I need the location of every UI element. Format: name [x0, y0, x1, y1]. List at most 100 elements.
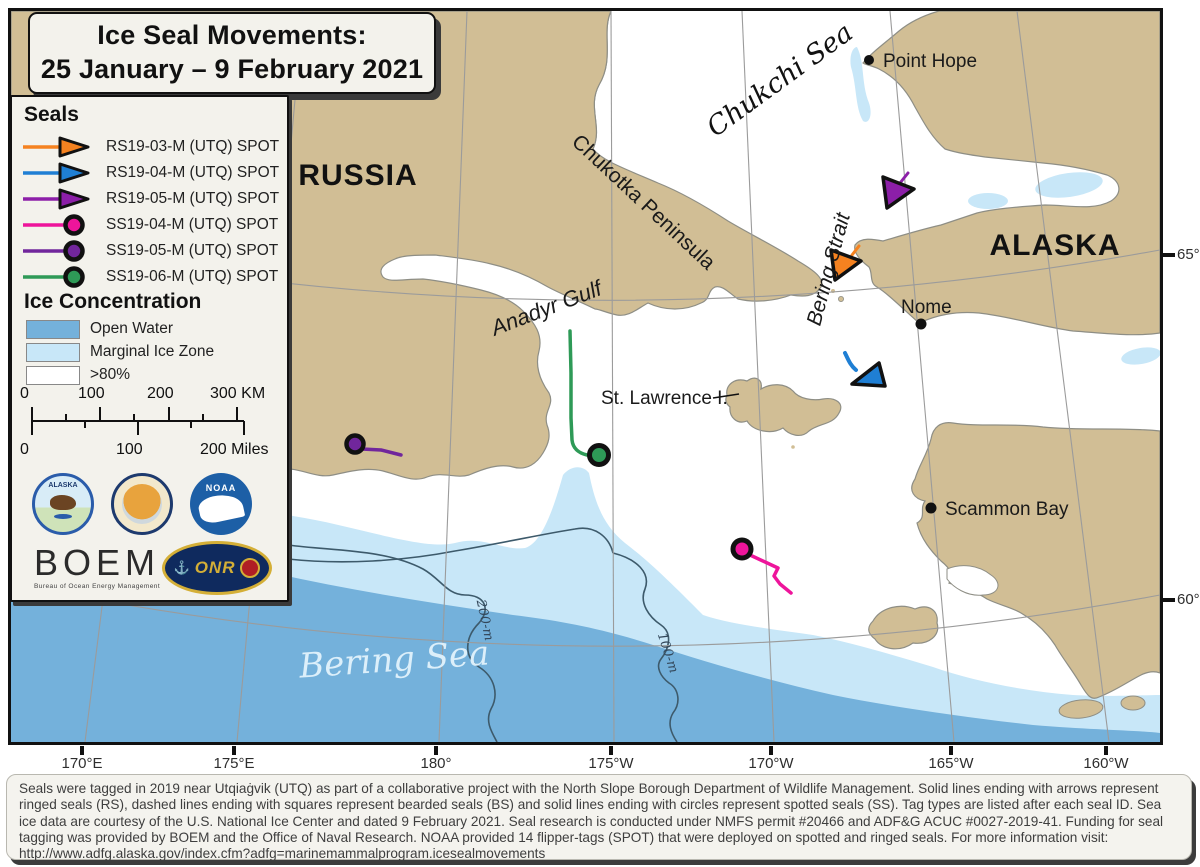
legend-panel: Seals RS19-03-M (UTQ) SPOT RS19-04-M (UT… — [10, 95, 289, 602]
alaska-southwest-landmass — [911, 422, 1160, 699]
circle-marker-icon — [23, 214, 85, 236]
scale-mile-label: 100 — [116, 441, 143, 458]
nunivak-island — [868, 605, 939, 650]
x-tick — [949, 746, 953, 755]
ice-class-label: Open Water — [90, 320, 173, 337]
label-alaska: ALASKA — [990, 229, 1121, 262]
onr-logo-text: ONR — [194, 558, 236, 577]
island-south-2 — [1120, 695, 1146, 711]
track-ss19-04 — [748, 553, 793, 595]
legend-row-ss19-04: SS19-04-M (UTQ) SPOT — [20, 213, 278, 237]
ice-class-marginal: Marginal Ice Zone — [26, 342, 214, 362]
scale-bar — [31, 407, 245, 435]
arrow-marker-icon — [23, 136, 90, 158]
label-st-lawrence: St. Lawrence I. — [601, 388, 728, 409]
x-tick-label: 160°W — [1083, 755, 1129, 772]
marker-rs19-03-arrow — [829, 248, 863, 282]
scammon-bay-dot — [925, 502, 937, 514]
arrow-marker-icon — [23, 162, 90, 184]
y-tick-label: 60°N — [1177, 591, 1200, 608]
legend-row-ss19-05: SS19-05-M (UTQ) SPOT — [20, 239, 278, 263]
label-nome: Nome — [901, 297, 952, 318]
seal-tracks — [360, 171, 910, 595]
x-tick — [434, 746, 438, 755]
nsb-seal-icon — [122, 484, 162, 524]
track-ss19-05 — [360, 447, 403, 457]
caption-text: Seals were tagged in 2019 near Utqiaġvik… — [19, 781, 1164, 862]
boem-logo-text: BOEM — [34, 542, 161, 583]
nome-dot — [915, 318, 927, 330]
x-tick-label: 180° — [420, 755, 452, 772]
arrow-marker-icon — [23, 188, 90, 210]
anchor-icon: ⚓ — [173, 560, 190, 575]
ice-class-label: Marginal Ice Zone — [90, 343, 215, 360]
fish-icon — [54, 514, 72, 519]
label-point-hope: Point Hope — [883, 51, 977, 72]
noaa-logo-text: NOAA — [205, 483, 237, 493]
legend-row-rs19-04: RS19-04-M (UTQ) SPOT — [20, 161, 279, 185]
x-tick-label: 165°W — [928, 755, 974, 772]
marginal-ice-swatch — [26, 342, 80, 362]
boem-logo: BOEM Bureau of Ocean Energy Management — [34, 542, 161, 591]
track-rs19-05 — [898, 171, 910, 185]
miz-patch-chukchi-coast — [850, 47, 871, 122]
track-rs19-03 — [850, 244, 861, 257]
legend-row-label: RS19-05-M (UTQ) SPOT — [106, 190, 280, 207]
alaska-bay-notch — [946, 565, 999, 596]
ice-class-label: >80% — [90, 366, 131, 383]
x-tick — [80, 746, 84, 755]
island-south-1 — [1058, 699, 1104, 719]
track-rs19-04 — [843, 351, 858, 372]
marine-corps-emblem-icon — [240, 558, 261, 578]
scale-mile-label: 0 — [20, 441, 29, 458]
open-water-area — [11, 508, 1160, 742]
legend-row-label: RS19-04-M (UTQ) SPOT — [106, 164, 280, 181]
x-tick-label: 170°E — [61, 755, 103, 772]
st-lawrence-leader-line — [712, 393, 740, 399]
y-tick — [1163, 253, 1175, 257]
x-tick-label: 175°E — [213, 755, 255, 772]
y-tick — [1163, 598, 1175, 602]
x-tick-label: 175°W — [588, 755, 634, 772]
caption-box: Seals were tagged in 2019 near Utqiaġvik… — [6, 774, 1192, 862]
legend-row-label: RS19-03-M (UTQ) SPOT — [106, 138, 280, 155]
marker-ss19-05-circle — [344, 433, 366, 455]
boem-logo-subtext: Bureau of Ocean Energy Management — [34, 583, 161, 590]
scale-km-label: 100 — [78, 385, 105, 402]
adfg-logo-text: ALASKA — [48, 482, 78, 489]
scale-km-label: 200 — [147, 385, 174, 402]
onr-logo: ⚓ ONR — [162, 541, 272, 595]
ice-80-swatch — [26, 365, 80, 385]
legend-row-rs19-05: RS19-05-M (UTQ) SPOT — [20, 187, 279, 211]
track-ss19-06 — [568, 329, 592, 457]
marker-rs19-05-arrow — [881, 175, 916, 210]
x-tick — [232, 746, 236, 755]
circle-marker-icon — [23, 266, 85, 288]
x-tick-label: 170°W — [748, 755, 794, 772]
miz-patch-kotzebue-2 — [968, 193, 1008, 209]
seals-legend-header: Seals — [24, 103, 79, 126]
ice-legend-header: Ice Concentration — [24, 290, 202, 313]
label-russia: RUSSIA — [298, 159, 417, 192]
adfg-logo: ALASKA — [32, 473, 94, 535]
miz-patch-kotzebue-1 — [1035, 172, 1103, 198]
noaa-logo: NOAA — [190, 473, 252, 535]
open-water-swatch — [26, 319, 80, 339]
marker-ss19-04-circle — [730, 537, 754, 561]
x-tick — [609, 746, 613, 755]
legend-row-label: SS19-04-M (UTQ) SPOT — [106, 216, 279, 233]
diomede-island-1 — [838, 295, 845, 302]
title-box: Ice Seal Movements: 25 January – 9 Febru… — [28, 12, 436, 94]
scale-mile-label: 200 Miles — [200, 441, 269, 458]
legend-row-rs19-03: RS19-03-M (UTQ) SPOT — [20, 135, 279, 159]
miz-patch-norton — [1121, 347, 1160, 365]
caribou-icon — [50, 495, 76, 510]
marker-ss19-06-circle — [587, 443, 611, 467]
scale-km-label: 300 KM — [210, 385, 266, 402]
x-tick — [769, 746, 773, 755]
y-tick-label: 65°N — [1177, 246, 1200, 263]
title-line-1: Ice Seal Movements: — [97, 20, 367, 51]
ice-class-open-water: Open Water — [26, 319, 173, 339]
scale-km-label: 0 — [20, 385, 29, 402]
